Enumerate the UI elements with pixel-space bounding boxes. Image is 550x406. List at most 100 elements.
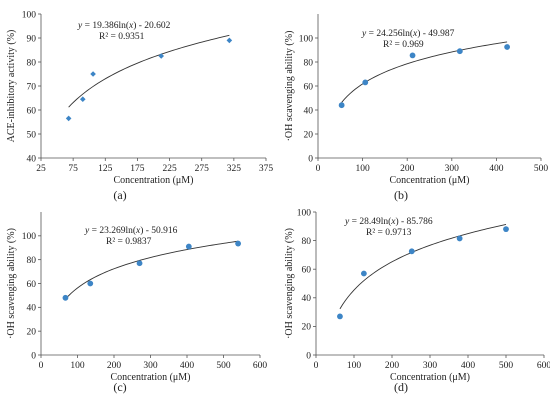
data-point: [456, 235, 463, 242]
data-point: [158, 53, 165, 59]
x-tick-label: 325: [227, 164, 242, 174]
y-tick-label: 60: [304, 82, 314, 92]
x-tick-label: 600: [537, 361, 550, 371]
y-tick-label: 80: [304, 58, 314, 68]
fit-equation: y = 28.49ln(x) - 85.786: [344, 216, 433, 227]
data-point: [360, 270, 367, 277]
x-tick-label: 175: [130, 164, 145, 174]
data-point: [79, 96, 86, 102]
y-tick-label: 80: [302, 237, 312, 247]
x-axis-title: Concentration (μM): [110, 372, 190, 383]
chart-panel-2: 0 100 200 300 400 500 0 20 40 60 80 100 Concentratio…: [284, 14, 548, 202]
x-tick-label: 75: [68, 164, 78, 174]
x-axis-title: Concentration (μM): [113, 175, 193, 186]
x-tick-label: 500: [499, 361, 514, 371]
data-point: [362, 79, 369, 86]
x-tick-label: 0: [314, 361, 319, 371]
y-axis-title: ·OH scavenging ability (%): [284, 228, 295, 339]
x-tick-label: 375: [259, 164, 274, 174]
fit-curve: [339, 224, 507, 310]
x-tick-label: 125: [98, 164, 113, 174]
x-tick-label: 400: [180, 361, 195, 371]
chart-panel-1: 25 75 125 175 225 275 325 375 40 50 60 70 80 90 100 Con…: [6, 10, 273, 202]
data-point: [503, 226, 509, 233]
fit-equation: y = 23.269ln(x) - 50.916: [84, 225, 178, 236]
r-squared-label: R² = 0.9837: [106, 237, 152, 247]
x-tick-label: 100: [70, 361, 85, 371]
y-tick-label: 40: [304, 106, 314, 116]
y-tick-label: 100: [297, 208, 312, 218]
x-tick-label: 500: [216, 361, 231, 371]
y-tick-label: 20: [27, 327, 37, 337]
data-point: [409, 52, 416, 59]
data-point: [185, 243, 192, 250]
y-tick-label: 40: [27, 154, 37, 164]
y-tick-label: 100: [22, 232, 37, 242]
fit-equation: y = 24.256ln(x) - 49.987: [361, 28, 455, 39]
x-axis-title: Concentration (μM): [390, 372, 470, 383]
data-point: [90, 71, 96, 77]
x-tick-label: 100: [347, 361, 362, 371]
data-point: [65, 115, 72, 122]
data-point: [226, 37, 233, 44]
panel-label: (c): [113, 380, 126, 394]
data-point: [136, 260, 143, 267]
x-tick-label: 200: [400, 164, 415, 174]
fit-curve: [341, 41, 508, 103]
data-point: [337, 313, 343, 320]
y-axis-title: ·OH scavenging ability (%): [6, 228, 17, 339]
y-tick-label: 0: [31, 351, 36, 361]
y-tick-label: 20: [302, 323, 312, 333]
y-tick-label: 40: [302, 294, 312, 304]
y-tick-label: 0: [308, 154, 313, 164]
data-point: [87, 280, 94, 287]
x-tick-label: 100: [355, 164, 370, 174]
x-tick-label: 0: [316, 164, 321, 174]
data-point: [504, 44, 511, 50]
x-tick-label: 200: [107, 361, 122, 371]
y-tick-label: 60: [27, 106, 37, 116]
y-tick-label: 60: [27, 280, 37, 290]
y-tick-label: 60: [302, 266, 312, 276]
y-tick-label: 100: [299, 34, 314, 44]
data-point: [456, 48, 463, 55]
y-tick-label: 40: [27, 304, 37, 314]
x-tick-label: 0: [39, 361, 44, 371]
x-tick-label: 400: [461, 361, 476, 371]
y-axis-title: ·OH scavenging ability (%): [284, 31, 295, 142]
r-squared-label: R² = 0.9713: [366, 228, 412, 238]
x-tick-label: 225: [162, 164, 177, 174]
data-point: [338, 102, 345, 109]
r-squared-label: R² = 0.969: [383, 40, 424, 50]
y-tick-label: 70: [27, 82, 37, 92]
x-tick-label: 200: [385, 361, 400, 371]
chart-panel-3: 0 100 200 300 400 500 600 0 20 40 60 80 100 Concentra…: [6, 212, 267, 394]
data-point: [408, 248, 415, 255]
y-tick-label: 100: [22, 10, 37, 20]
x-tick-label: 400: [489, 164, 504, 174]
data-point: [62, 294, 69, 301]
data-point: [235, 240, 242, 247]
r-squared-label: R² = 0.9351: [99, 32, 145, 42]
y-tick-label: 50: [27, 130, 37, 140]
x-tick-label: 275: [195, 164, 210, 174]
y-tick-label: 90: [27, 34, 37, 44]
fit-equation: y = 19.386ln(x) - 20.602: [77, 20, 171, 31]
x-tick-label: 300: [143, 361, 158, 371]
y-tick-label: 80: [27, 256, 37, 266]
panel-label: (d): [394, 380, 408, 394]
y-axis-title: ACE-inhibitory activity (%): [6, 30, 17, 143]
y-tick-label: 20: [304, 130, 314, 140]
fit-curve: [65, 240, 239, 300]
y-tick-label: 80: [27, 58, 37, 68]
panel-label: (a): [113, 188, 126, 202]
y-tick-label: 0: [306, 351, 311, 361]
x-tick-label: 500: [534, 164, 549, 174]
chart-panel-4: 0 100 200 300 400 500 600 0 20 40 60 80 100 Concentra…: [284, 208, 550, 394]
fit-curve: [68, 34, 230, 108]
x-tick-label: 25: [36, 164, 46, 174]
panel-label: (b): [394, 188, 408, 202]
x-tick-label: 600: [253, 361, 268, 371]
